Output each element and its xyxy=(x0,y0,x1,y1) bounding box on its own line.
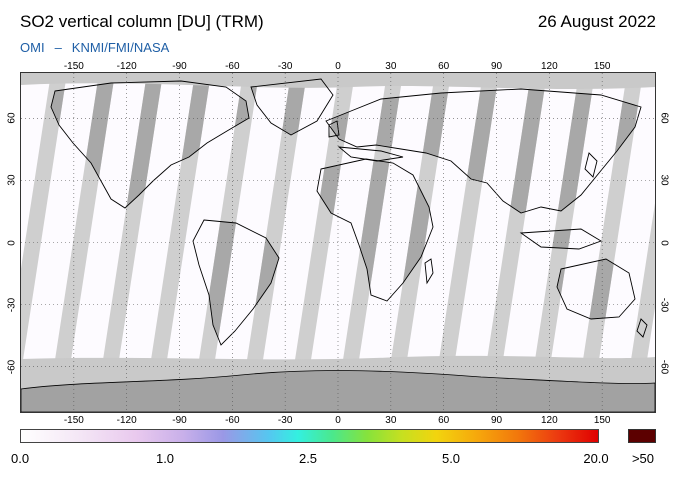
lon-tick-top: 150 xyxy=(593,61,611,72)
lon-tick-bottom: -150 xyxy=(63,415,84,426)
coast-new-zealand xyxy=(636,318,648,338)
lon-tick-top: -60 xyxy=(225,61,240,72)
credit-agencies: KNMI/FMI/NASA xyxy=(71,40,170,55)
credit-omi: OMI xyxy=(20,40,45,55)
coast-australia xyxy=(556,258,636,320)
coast-uk xyxy=(328,120,340,138)
chart-title: SO2 vertical column [DU] (TRM) xyxy=(20,12,264,31)
colorbar-label: 2.5 xyxy=(298,451,318,466)
lat-tick-right: -30 xyxy=(658,297,670,312)
lon-tick-top: -30 xyxy=(277,61,293,72)
colorbar-label: 1.0 xyxy=(155,451,175,466)
lat-tick-left: 60 xyxy=(6,112,18,125)
lon-tick-bottom: -120 xyxy=(116,415,137,426)
credit-separator: – xyxy=(54,40,62,55)
lon-tick-bottom: 90 xyxy=(490,415,503,426)
lon-tick-top: -90 xyxy=(172,61,187,72)
colorbar-label: 5.0 xyxy=(441,451,461,466)
coast-africa xyxy=(316,158,434,302)
lon-tick-bottom: -60 xyxy=(225,415,240,426)
lat-tick-left: -60 xyxy=(6,359,18,374)
lon-tick-top: 60 xyxy=(438,61,450,72)
graticule xyxy=(21,73,655,412)
colorbar-label: 20.0 xyxy=(583,451,609,466)
lat-tick-right: -60 xyxy=(658,359,670,374)
lon-tick-bottom: 30 xyxy=(385,415,397,426)
lon-tick-top: -120 xyxy=(116,61,137,72)
coast-north-america xyxy=(50,80,250,209)
credit-line: OMI – KNMI/FMI/NASA xyxy=(20,40,169,55)
coast-mediterranean xyxy=(337,146,404,162)
arctic-region xyxy=(21,73,655,89)
lon-tick-bottom: -30 xyxy=(277,415,293,426)
lon-tick-top: 0 xyxy=(335,61,341,72)
colorbar-label: >50 xyxy=(631,451,655,466)
coast-japan xyxy=(584,152,598,178)
lon-tick-bottom: 150 xyxy=(593,415,611,426)
colorbar-over-50-swatch xyxy=(628,429,656,443)
date-label: 26 August 2022 xyxy=(537,12,656,31)
lat-tick-right: 0 xyxy=(658,239,670,246)
lat-tick-right: 60 xyxy=(658,112,670,125)
map-canvas xyxy=(21,73,655,412)
coast-madagascar xyxy=(424,258,434,285)
world-map xyxy=(20,72,656,413)
coast-indonesia xyxy=(519,228,603,250)
lat-tick-left: 0 xyxy=(6,239,18,246)
coast-greenland xyxy=(250,78,334,136)
lon-tick-top: 30 xyxy=(385,61,397,72)
lon-tick-bottom: -90 xyxy=(172,415,187,426)
lat-tick-left: -30 xyxy=(6,297,18,312)
coast-south-america xyxy=(192,219,280,346)
coast-eurasia xyxy=(325,88,642,214)
lon-tick-bottom: 120 xyxy=(540,415,558,426)
lon-tick-top: 90 xyxy=(490,61,503,72)
lon-tick-bottom: 0 xyxy=(335,415,341,426)
lat-tick-right: 30 xyxy=(658,174,670,187)
lat-tick-left: 30 xyxy=(6,174,18,187)
lon-tick-bottom: 60 xyxy=(438,415,450,426)
colorbar-label: 0.0 xyxy=(11,451,30,466)
coastlines xyxy=(50,78,648,346)
lon-tick-top: -150 xyxy=(63,61,84,72)
colorbar xyxy=(20,429,599,443)
lon-tick-top: 120 xyxy=(540,61,558,72)
